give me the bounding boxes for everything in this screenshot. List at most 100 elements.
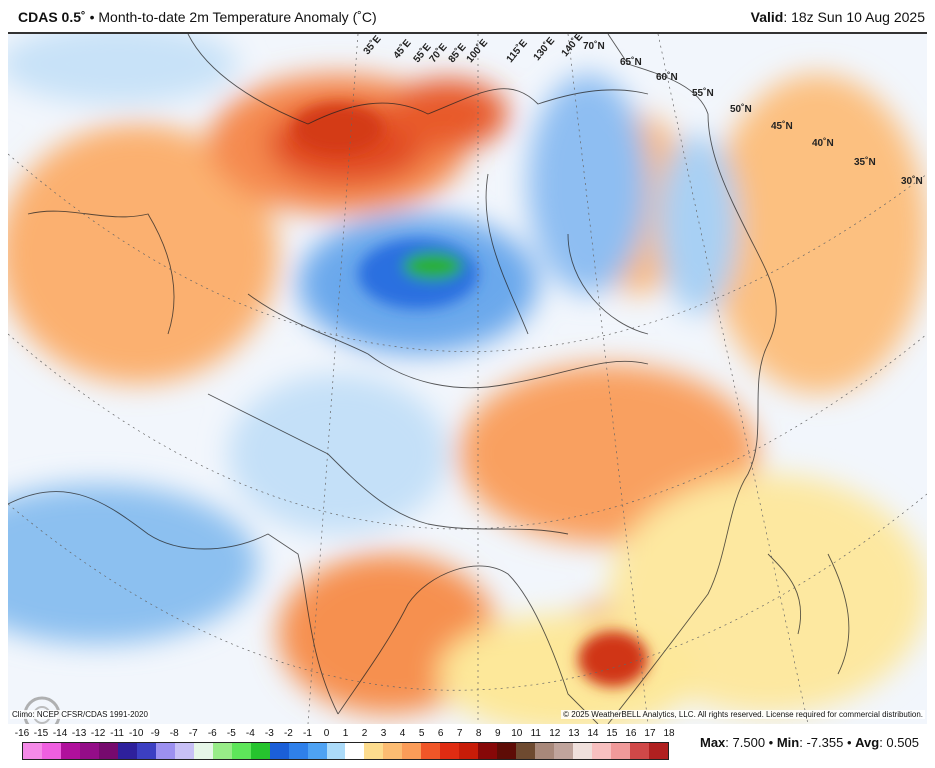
colorbar-tick-label: 1 (342, 728, 349, 739)
field-stats: Max: 7.500 • Min: -7.355 • Avg: 0.505 (700, 735, 919, 750)
colorbar-swatch (79, 743, 99, 759)
colorbar-swatch (41, 743, 61, 759)
colorbar-swatch (383, 743, 403, 759)
colorbar-tick-label: -16 (14, 728, 30, 739)
map-title: CDAS 0.5˚ • Month-to-date 2m Temperature… (18, 9, 377, 25)
valid-value: : 18z Sun 10 Aug 2025 (783, 9, 925, 25)
colorbar-swatch (23, 743, 42, 759)
colorbar-swatch (193, 743, 213, 759)
colorbar-swatch (497, 743, 517, 759)
colorbar-swatch (155, 743, 175, 759)
valid-label: Valid (750, 9, 784, 25)
colorbar-tick-label: -12 (90, 728, 106, 739)
lat-label: 40˚N (812, 138, 834, 149)
colorbar-swatch (307, 743, 327, 759)
climo-note: Climo: NCEP CFSR/CDAS 1991-2020 (10, 710, 150, 719)
cool-okhotsk (658, 134, 738, 314)
colorbar-tick-label: 3 (380, 728, 387, 739)
colorbar-swatch (212, 743, 232, 759)
colorbar-swatch (459, 743, 479, 759)
colorbar-swatch (573, 743, 593, 759)
colorbar-tick-label: -9 (150, 728, 160, 739)
colorbar-swatch (117, 743, 137, 759)
title-separator: • (89, 9, 95, 25)
colorbar-tick-label: 17 (644, 728, 656, 739)
lat-label: 50˚N (730, 104, 752, 115)
colorbar-tick-label: -8 (169, 728, 179, 739)
cool-scandinavia (8, 34, 238, 104)
max-label: Max (700, 735, 726, 750)
cold-extreme (403, 252, 463, 280)
colorbar-swatch (364, 743, 384, 759)
colorbar-swatch (516, 743, 536, 759)
lat-label: 30˚N (901, 176, 923, 187)
product-title: Month-to-date 2m Temperature Anomaly (˚C… (98, 9, 377, 25)
warm-europe (8, 124, 278, 384)
colorbar-tick-label: -4 (245, 728, 255, 739)
stats-separator: • (843, 735, 856, 750)
colorbar-swatch (231, 743, 251, 759)
colorbar-swatch (174, 743, 194, 759)
colorbar-tick-label: 2 (361, 728, 368, 739)
colorbar (22, 742, 669, 760)
hot-core-urals (293, 104, 383, 154)
lat-label: 45˚N (771, 121, 793, 132)
colorbar-swatch (288, 743, 308, 759)
colorbar-tick-label: -1 (302, 728, 312, 739)
copyright-note: © 2025 WeatherBELL Analytics, LLC. All r… (561, 710, 925, 719)
colorbar-swatch (345, 743, 365, 759)
lat-label: 55˚N (692, 88, 714, 99)
colorbar-labels: -16 -15 -14 -13 -12 -11 -10 -9 -8 -7 -6 -5 -4 -3 -2 -1 0… (15, 728, 675, 740)
max-value: : 7.500 (725, 735, 766, 750)
colorbar-swatch (535, 743, 555, 759)
colorbar-legend: -16 -15 -14 -13 -12 -11 -10 -9 -8 -7 -6 -5 -4 -3 -2 -1 0… (15, 728, 675, 760)
coastlines-borders (8, 34, 850, 724)
colorbar-tick-label: 11 (530, 728, 541, 739)
warm-pacific (708, 74, 927, 394)
colorbar-swatch (326, 743, 346, 759)
hot-core-indochina (578, 631, 648, 687)
valid-time: Valid: 18z Sun 10 Aug 2025 (751, 9, 925, 25)
colorbar-tick-label: 18 (663, 728, 675, 739)
colorbar-swatch (478, 743, 498, 759)
anomaly-map[interactable]: 35˚E 45˚E 55˚E 70˚E 85˚E 100˚E 115˚E 130… (8, 32, 927, 724)
colorbar-tick-label: -2 (283, 728, 293, 739)
colorbar-swatch (440, 743, 460, 759)
colorbar-tick-label: 16 (625, 728, 637, 739)
cool-east-siberia (528, 74, 648, 294)
colorbar-tick-label: -7 (188, 728, 198, 739)
colorbar-tick-label: 13 (568, 728, 580, 739)
colorbar-tick-label: 15 (606, 728, 618, 739)
colorbar-swatch (250, 743, 270, 759)
colorbar-tick-label: 5 (418, 728, 425, 739)
lat-label: 70˚N (583, 41, 605, 52)
lat-label: 60˚N (656, 72, 678, 83)
colorbar-tick-label: 9 (494, 728, 501, 739)
colorbar-swatch (630, 743, 649, 759)
colorbar-swatch (136, 743, 156, 759)
colorbar-swatch (98, 743, 118, 759)
graticule (8, 34, 927, 724)
colorbar-tick-label: 4 (399, 728, 406, 739)
colorbar-tick-label: 10 (511, 728, 523, 739)
colorbar-tick-label: -6 (207, 728, 217, 739)
min-label: Min (776, 735, 800, 750)
avg-value: : 0.505 (879, 735, 919, 750)
colorbar-tick-label: 14 (587, 728, 599, 739)
colorbar-swatch (592, 743, 612, 759)
colorbar-swatch (269, 743, 289, 759)
colorbar-tick-label: 12 (549, 728, 561, 739)
cool-central-asia (228, 374, 448, 534)
model-name: CDAS 0.5˚ (18, 9, 86, 25)
colorbar-tick-label: -3 (264, 728, 274, 739)
anomaly-field (8, 34, 927, 724)
lat-label: 35˚N (854, 157, 876, 168)
colorbar-tick-label: -14 (52, 728, 68, 739)
colorbar-tick-label: -11 (110, 728, 124, 739)
hot-yamal (388, 79, 508, 149)
stats-separator: • (765, 735, 777, 750)
min-value: : -7.355 (799, 735, 844, 750)
colorbar-swatch (648, 743, 668, 759)
colorbar-tick-label: 8 (475, 728, 482, 739)
cool-arabia (8, 484, 258, 644)
